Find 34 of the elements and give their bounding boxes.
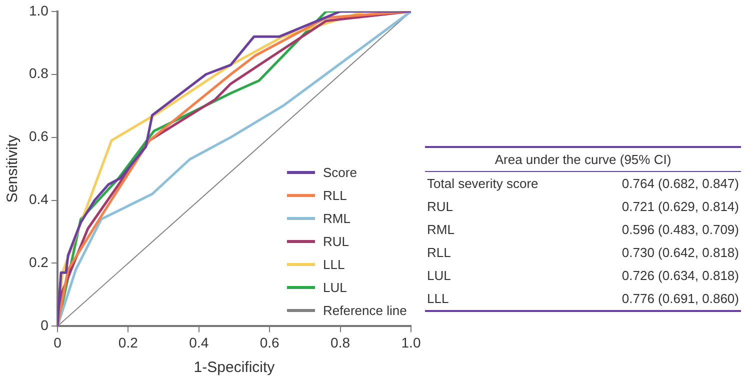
text: 0.776 (0.691, 0.860) (579, 287, 741, 311)
legend-label: Reference line (323, 303, 407, 318)
text: Total severity score (426, 175, 540, 193)
legend-label: RLL (323, 188, 347, 204)
text: RUL (426, 198, 454, 216)
text: 0.726 (0.634, 0.818) (620, 267, 740, 285)
text: 0.721 (0.629, 0.814) (620, 198, 740, 216)
x-tick-label: 0.4 (189, 334, 209, 350)
legend-label: RML (323, 211, 350, 226)
text: RLL (426, 244, 452, 262)
y-tick-label: 0.4 (28, 191, 49, 208)
y-tick-label: 1.0 (28, 2, 49, 18)
x-tick-label: 0 (54, 334, 62, 350)
text: 0.764 (0.682, 0.847) (620, 175, 740, 193)
x-tick-label: 0.2 (118, 334, 138, 350)
y-axis-title: Sensitivity (4, 134, 22, 203)
x-axis-title: 1-Specificity (194, 359, 276, 376)
legend-label: LUL (323, 280, 347, 296)
text: LLL (425, 287, 580, 311)
y-tick-label: 0.2 (28, 254, 49, 270)
y-tick-label: 0 (40, 317, 49, 334)
text: LUL (426, 267, 452, 285)
legend-label: Score (323, 165, 357, 180)
text: RML (426, 221, 456, 239)
x-tick-label: 0.6 (260, 334, 280, 350)
y-tick-label: 0.6 (28, 128, 49, 144)
legend-label: RUL (323, 234, 350, 250)
x-tick-label: 1.0 (401, 334, 421, 350)
text: Area under the curve (95% CI) (425, 147, 741, 172)
x-tick-label: 0.8 (330, 334, 350, 350)
y-tick-label: 0.8 (28, 65, 49, 82)
text: 0.730 (0.642, 0.818) (620, 244, 740, 262)
legend-label: LLL (323, 257, 345, 272)
text: 0.596 (0.483, 0.709) (620, 221, 740, 239)
